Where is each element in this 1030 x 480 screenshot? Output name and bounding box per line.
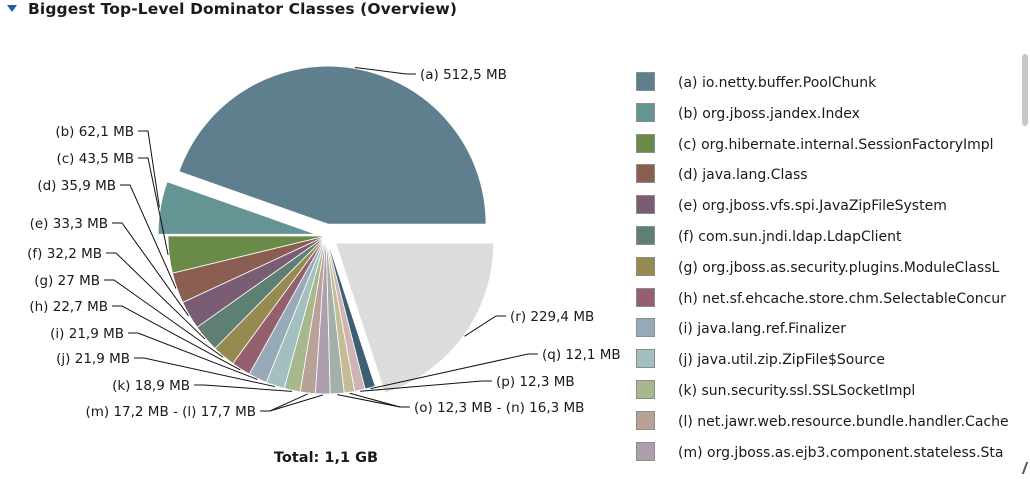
slice-label-c: (c) 43,5 MB	[56, 151, 134, 167]
leader-line-m	[260, 394, 323, 412]
legend-item[interactable]: (e) org.jboss.vfs.spi.JavaZipFileSystem	[636, 195, 1024, 219]
legend-item[interactable]: (c) org.hibernate.internal.SessionFactor…	[636, 133, 1024, 158]
legend-label: (i) java.lang.ref.Finalizer	[678, 321, 847, 338]
legend-swatch	[636, 195, 655, 215]
slice-label-f: (f) 32,2 MB	[27, 246, 102, 262]
legend-swatch	[636, 164, 655, 184]
leader-line-q	[370, 353, 538, 390]
leader-line-p	[360, 380, 492, 392]
chart-legend: (a) io.netty.buffer.PoolChunk (b) org.jbo…	[636, 72, 1024, 480]
legend-swatch	[636, 102, 655, 122]
legend-swatch	[636, 256, 655, 276]
legend-label: (e) org.jboss.vfs.spi.JavaZipFileSystem	[678, 198, 947, 215]
slice-label-i: (i) 21,9 MB	[50, 326, 124, 342]
slice-label-q: (q) 12,1 MB	[542, 347, 621, 363]
leader-line-b	[138, 130, 160, 208]
legend-label: (a) io.netty.buffer.PoolChunk	[678, 75, 877, 91]
dominator-pie-chart: (a) 512,5 MB (b) 62,1 MB (c) 43,5 MB (d) 35…	[27, 65, 621, 466]
slice-label-a: (a) 512,5 MB	[420, 67, 507, 83]
leader-line-l	[260, 393, 308, 412]
legend-swatch	[636, 441, 655, 461]
triangle-down-icon[interactable]	[7, 5, 17, 12]
pie-slice-r[interactable]	[335, 242, 495, 394]
legend-label: (b) org.jboss.jandex.Index	[678, 105, 860, 122]
legend-label: (f) com.sun.jndi.ldap.LdapClient	[678, 229, 902, 245]
legend-item[interactable]: (a) io.netty.buffer.PoolChunk	[636, 72, 1024, 96]
leader-line-h	[112, 305, 241, 371]
leader-line-o	[349, 392, 410, 408]
leader-line-g	[104, 279, 224, 358]
leader-line-r	[464, 315, 506, 337]
legend-swatch	[636, 380, 655, 399]
legend-label: (g) org.jboss.as.security.plugins.Module…	[678, 259, 1000, 276]
leader-line-k	[194, 384, 293, 392]
section-title: Biggest Top-Level Dominator Classes (Ove…	[28, 0, 458, 18]
slice-label-g: (g) 27 MB	[34, 273, 100, 289]
slice-label-e: (e) 33,3 MB	[30, 216, 108, 232]
legend-item[interactable]: (f) com.sun.jndi.ldap.LdapClient	[636, 226, 1024, 250]
legend-label: (c) org.hibernate.internal.SessionFactor…	[678, 136, 994, 153]
legend-swatch	[636, 72, 655, 91]
slice-label-p: (p) 12,3 MB	[496, 374, 575, 390]
legend-item[interactable]: (m) org.jboss.as.ejb3.component.stateles…	[636, 441, 1024, 466]
legend-label: (k) sun.security.ssl.SSLSocketImpl	[678, 383, 916, 399]
legend-label: (m) org.jboss.as.ejb3.component.stateles…	[678, 444, 1004, 461]
section-header: Biggest Top-Level Dominator Classes (Ove…	[0, 0, 1030, 22]
legend-label: (h) net.sf.ehcache.store.chm.SelectableC…	[678, 290, 1006, 307]
leader-line-j	[134, 357, 276, 388]
legend-item[interactable]: (j) java.util.zip.ZipFile$Source	[636, 349, 1024, 373]
legend-swatch	[636, 318, 655, 338]
legend-item[interactable]: (h) net.sf.ehcache.store.chm.SelectableC…	[636, 287, 1024, 312]
leader-line-e	[112, 222, 189, 317]
pie-slice-q[interactable]	[325, 235, 376, 390]
legend-item[interactable]: (k) sun.security.ssl.SSLSocketImpl	[636, 380, 1024, 404]
legend-swatch	[636, 133, 655, 153]
slice-label-k: (k) 18,9 MB	[112, 378, 190, 394]
leader-line-a	[354, 66, 416, 75]
slice-label-h: (h) 22,7 MB	[29, 299, 108, 315]
legend-swatch	[636, 226, 655, 245]
scrollbar-thumb[interactable]	[1022, 54, 1028, 126]
legend-swatch	[636, 287, 655, 307]
legend-label: (l) net.jawr.web.resource.bundle.handler…	[678, 413, 1009, 430]
legend-item[interactable]: (i) java.lang.ref.Finalizer	[636, 318, 1024, 342]
chart-total-label: Total: 1,1 GB	[274, 450, 378, 466]
slice-label-o: (o) 12,3 MB - (n) 16,3 MB	[414, 400, 584, 416]
slice-label-r: (r) 229,4 MB	[510, 309, 594, 325]
slice-label-d: (d) 35,9 MB	[37, 178, 116, 194]
legend-swatch	[636, 349, 655, 369]
leader-line-c	[138, 157, 169, 255]
slice-label-b: (b) 62,1 MB	[55, 124, 134, 140]
slice-label-m: (m) 17,2 MB - (l) 17,7 MB	[85, 404, 256, 420]
vertical-scrollbar[interactable]	[1020, 22, 1030, 480]
legend-item[interactable]: (g) org.jboss.as.security.plugins.Module…	[636, 256, 1024, 281]
leader-line-d	[120, 184, 177, 289]
legend-swatch	[636, 410, 655, 430]
leader-line-f	[106, 252, 206, 340]
pie-slice-b[interactable]	[157, 181, 317, 235]
pie-slice-a[interactable]	[178, 65, 487, 225]
legend-item[interactable]: (b) org.jboss.jandex.Index	[636, 102, 1024, 127]
leader-line-i	[128, 332, 258, 380]
legend-item[interactable]: (d) java.lang.Class	[636, 164, 1024, 188]
legend-label: (j) java.util.zip.ZipFile$Source	[678, 352, 885, 369]
leader-line-n	[337, 394, 410, 408]
legend-item[interactable]: (l) net.jawr.web.resource.bundle.handler…	[636, 410, 1024, 435]
legend-label: (d) java.lang.Class	[678, 167, 808, 184]
slice-label-j: (j) 21,9 MB	[56, 351, 130, 367]
